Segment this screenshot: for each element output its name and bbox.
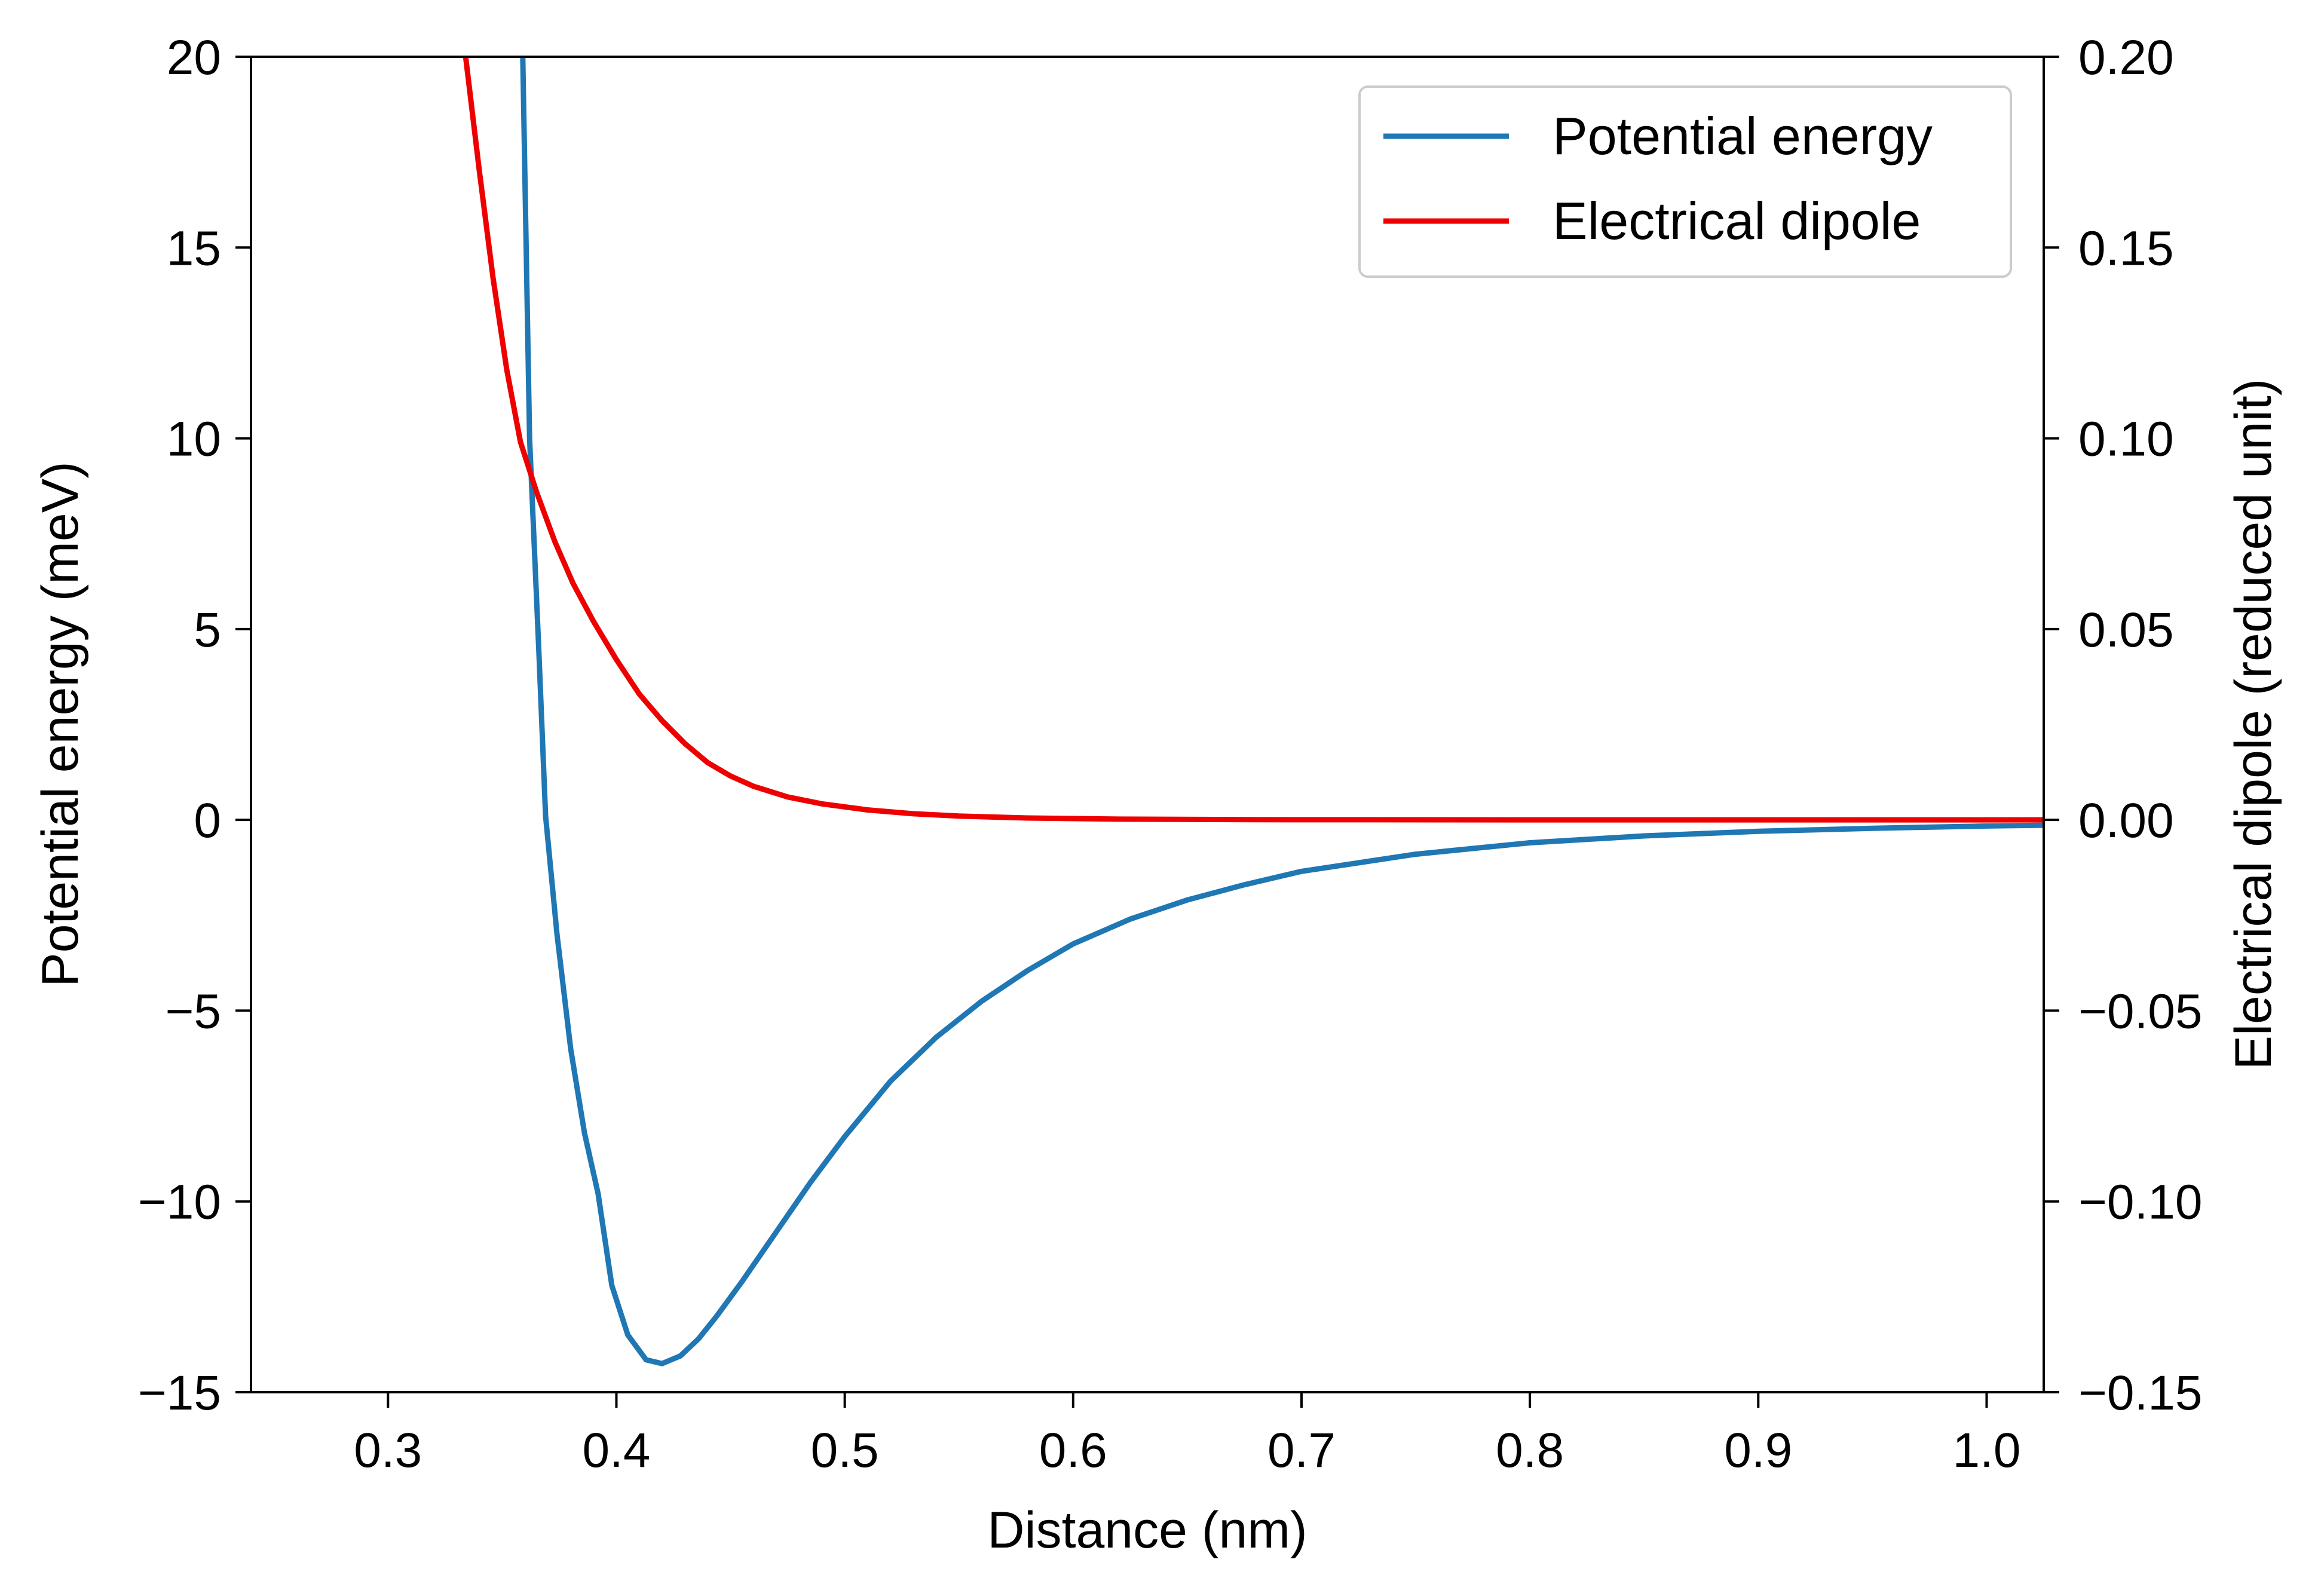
x-tick-label: 0.9 [1724, 1423, 1792, 1478]
y-tick-label: −10 [138, 1175, 221, 1230]
y2-tick-label: −0.05 [2078, 984, 2202, 1038]
x-tick-label: 0.3 [354, 1423, 422, 1478]
x-tick-label: 0.6 [1039, 1423, 1107, 1478]
y-tick-label: 5 [194, 603, 221, 657]
y-axis-left-title: Potential energy (meV) [32, 461, 89, 987]
electrical-dipole-series-line [463, 57, 2044, 823]
y-tick-label: 20 [167, 30, 221, 85]
potential-energy-series-line [520, 57, 2044, 1367]
y2-tick-label: 0.05 [2078, 603, 2174, 657]
y2-tick-label: −0.10 [2078, 1175, 2202, 1230]
y-tick-label: 0 [194, 793, 221, 848]
y2-tick-label: 0.20 [2078, 30, 2174, 85]
legend-box [1358, 85, 2012, 278]
x-tick-label: 0.7 [1267, 1423, 1336, 1478]
legend-label-potential-energy: Potential energy [1553, 106, 1933, 166]
y2-tick-label: −0.15 [2078, 1366, 2202, 1420]
y2-tick-label: 0.00 [2078, 793, 2174, 848]
y-axis-right-ticks: 0.20 0.15 0.10 0.05 0.00 −0.05 −0.10 −0.15 [2044, 30, 2202, 1420]
y-axis-left-ticks: 20 15 10 5 0 −5 −10 −15 [138, 30, 251, 1420]
legend-label-electrical-dipole: Electrical dipole [1553, 191, 1921, 250]
axes-frame [250, 56, 2045, 1393]
legend: Potential energy Electrical dipole [1358, 85, 2012, 278]
y-axis-right-title: Electrical dipole (reduced unit) [2225, 379, 2282, 1070]
x-axis-ticks: 0.3 0.4 0.5 0.6 0.7 0.8 0.9 1.0 [354, 1392, 2020, 1478]
y2-tick-label: 0.10 [2078, 412, 2174, 467]
x-tick-label: 0.4 [582, 1423, 650, 1478]
x-axis-title: Distance (nm) [987, 1502, 1307, 1559]
y-tick-label: −15 [138, 1366, 221, 1420]
y-tick-label: 15 [167, 221, 221, 275]
x-tick-label: 1.0 [1952, 1423, 2020, 1478]
y-tick-label: −5 [166, 984, 222, 1038]
plot-area [463, 57, 2044, 1367]
y-tick-label: 10 [167, 412, 221, 467]
x-tick-label: 0.5 [811, 1423, 879, 1478]
x-tick-label: 0.8 [1496, 1423, 1564, 1478]
y2-tick-label: 0.15 [2078, 221, 2174, 275]
